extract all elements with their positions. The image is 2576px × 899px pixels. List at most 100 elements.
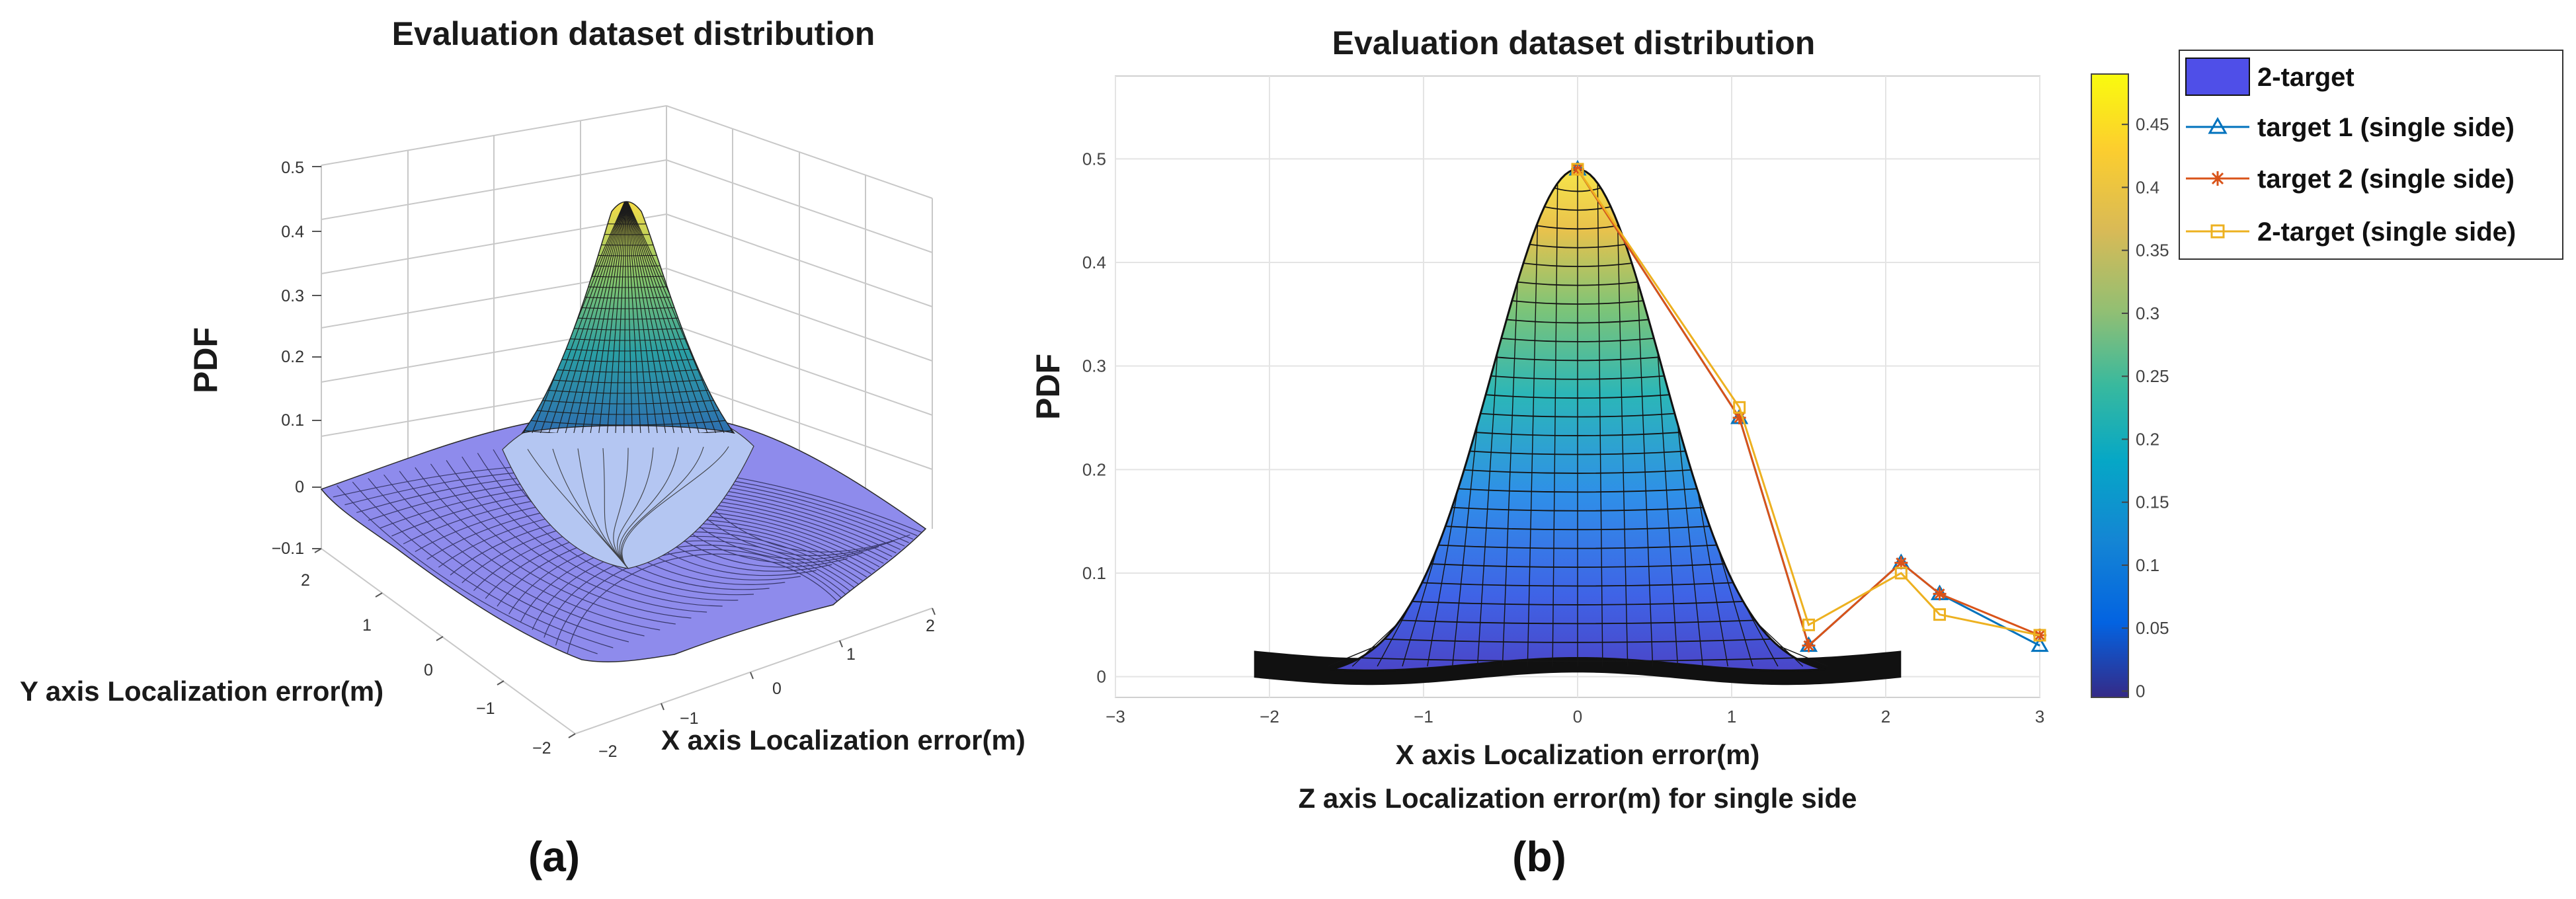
x-tick: −3 [1106,707,1125,726]
panel-a-label: (a) [528,833,580,880]
legend-label: target 1 (single side) [2257,113,2515,142]
profile-mesh-line [1427,490,1458,667]
panel-b-y-label: PDF [1029,354,1067,420]
x-tick: 3 [2035,707,2044,726]
x-tick: 0 [772,680,782,698]
profile-mesh-line [1351,623,1398,667]
profile-mesh-line [1552,183,1558,667]
colorbar-tick: 0.05 [2136,618,2169,638]
z-tick: 0.2 [281,348,304,366]
profile-mesh-line [1597,183,1603,667]
z-tick: 0.1 [281,411,304,430]
profile-mesh-line [1637,282,1654,667]
y-tick: 0.3 [1082,356,1106,376]
series-line-2 [1576,169,2040,648]
y-tick: 0 [1097,667,1106,687]
x-tick: 2 [1881,707,1890,726]
profile-mesh-line [1451,424,1478,667]
series-point [1933,608,1947,621]
series-point [1733,401,1746,414]
legend-label: 2-target (single side) [2257,217,2516,247]
z-tick: 0.4 [281,223,304,241]
series-point [2031,636,2049,652]
panel-b-legend: 2-target target 1 (single side) target 2… [2179,50,2563,260]
legend-marker-triangle [2208,116,2228,134]
panel-b-x-label: X axis Localization error(m) [1396,739,1760,770]
y-tick: 1 [362,616,372,635]
panel-b-label: (b) [1512,833,1566,880]
profile-mesh-line [1502,282,1518,667]
series-point [1802,639,1816,652]
panel-b-surface-profile [1254,168,1902,685]
panel-a-z-label: PDF [187,327,224,393]
panel-b-y-ticks: 0 0.1 0.2 0.3 0.4 0.5 [1082,149,1106,686]
x-tick: 1 [846,645,856,664]
z-tick: 0.3 [281,287,304,305]
series-point [1894,567,1908,580]
profile-mesh-line [1617,223,1629,667]
profile-mesh-line [1657,352,1679,667]
z-tick: 0 [295,478,304,496]
profile-mesh-line [1377,591,1418,667]
colorbar-tick: 0.25 [2136,366,2169,386]
legend-marker-square [2210,224,2225,239]
panel-a-y-label: Y axis Localization error(m) [20,676,383,707]
y-tick: 2 [301,571,310,590]
x-tick: 2 [926,617,935,635]
colorbar-tick: 0.4 [2136,177,2159,197]
profile-mesh-line [1327,645,1378,667]
colorbar-tick: 0.2 [2136,429,2159,449]
y-tick: 0 [424,661,433,680]
series-point [1802,618,1815,631]
y-tick: 0.1 [1082,563,1106,583]
x-tick: −1 [680,709,699,728]
legend-label: target 2 (single side) [2257,165,2515,194]
legend-label: 2-target [2257,63,2355,92]
panel-b-x-ticks: −3 −2 −1 0 1 2 3 [1106,707,2044,726]
panel-a-y-ticks: 2 1 0 −1 −2 [301,571,551,758]
colorbar-tick: 0 [2136,681,2145,701]
panel-b-line-plot: Evaluation dataset distribution 0 0.1 0.… [1029,24,2563,880]
y-tick: 0.2 [1082,459,1106,479]
profile-mesh-line [1757,623,1804,667]
profile-mesh-line [1402,547,1438,667]
profile-mesh-line [1777,645,1828,667]
series-point [1933,587,1947,601]
colorbar-tick: 0.15 [2136,492,2169,512]
profile-mesh-line [1737,591,1779,667]
series-point [2033,629,2046,642]
panel-a-title: Evaluation dataset distribution [392,15,875,52]
colorbar-tick: 0.1 [2136,555,2159,575]
colorbar-tick: 0.45 [2136,114,2169,134]
profile-mesh-line [1717,547,1753,667]
panel-a-surface [320,201,927,663]
colorbar-tick: 0.3 [2136,303,2159,323]
panel-b-title: Evaluation dataset distribution [1332,24,1816,61]
legend-marker-asterisk [2210,171,2225,186]
x-tick: −2 [1260,707,1279,726]
y-tick: −1 [476,699,495,718]
legend-patch-2-target [2185,58,2250,96]
x-tick: 0 [1573,707,1582,726]
colorbar-tick: 0.35 [2136,241,2169,260]
panel-a-x-ticks: −2 −1 0 1 2 [598,617,935,761]
x-tick: 1 [1727,707,1736,726]
series-line-3 [1576,169,2040,637]
series-point [1571,163,1584,176]
profile-mesh-line [1476,352,1498,667]
profile-mesh-line [1527,223,1539,667]
profile-mesh-line [1697,490,1728,667]
y-tick: −2 [532,739,551,758]
profile-mesh-line [1677,424,1704,667]
z-tick: 0.5 [281,159,304,177]
y-tick: 0.5 [1082,149,1106,169]
panel-a-surface-plot: Evaluation dataset distribution [20,15,1026,880]
panel-b-x-label-2: Z axis Localization error(m) for single … [1299,783,1857,814]
panel-b-series [1568,160,2049,652]
z-tick: −0.1 [272,539,304,558]
panel-b-colorbar: 0 0.05 0.1 0.15 0.2 0.25 0.3 0.35 0.4 0.45 [2091,73,2169,701]
colorbar-gradient [2091,73,2129,698]
panel-a-z-ticks: 0.5 0.4 0.3 0.2 0.1 0 −0.1 [272,159,304,558]
x-tick: −1 [1414,707,1433,726]
